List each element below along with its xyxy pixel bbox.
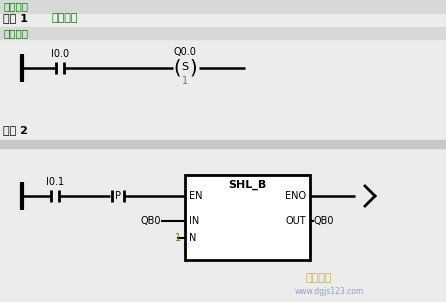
Text: 程序注释: 程序注释 bbox=[4, 2, 29, 11]
Bar bbox=[0, 27, 446, 39]
Text: 网络 2: 网络 2 bbox=[3, 125, 28, 135]
Text: SHL_B: SHL_B bbox=[228, 180, 267, 190]
Text: www.dgjs123.com: www.dgjs123.com bbox=[295, 287, 364, 295]
Bar bbox=[0, 0, 446, 13]
Text: N: N bbox=[189, 233, 196, 243]
Text: I0.0: I0.0 bbox=[51, 49, 69, 59]
Text: ENO: ENO bbox=[285, 191, 306, 201]
Text: 网络标题: 网络标题 bbox=[52, 13, 78, 23]
Text: 网络注释: 网络注释 bbox=[4, 28, 29, 38]
Text: 电工天下: 电工天下 bbox=[305, 273, 331, 283]
Text: QB0: QB0 bbox=[140, 216, 161, 226]
Text: ): ) bbox=[189, 59, 197, 78]
Bar bbox=[0, 140, 446, 148]
Text: I0.1: I0.1 bbox=[46, 177, 64, 187]
Text: OUT: OUT bbox=[285, 216, 306, 226]
Text: 1: 1 bbox=[182, 76, 188, 86]
Text: Q0.0: Q0.0 bbox=[173, 47, 196, 57]
Text: QB0: QB0 bbox=[314, 216, 334, 226]
Text: S: S bbox=[182, 62, 189, 72]
Text: P: P bbox=[115, 191, 121, 201]
Bar bbox=[185, 175, 310, 260]
Text: 网络 1: 网络 1 bbox=[3, 13, 28, 23]
Text: IN: IN bbox=[189, 216, 199, 226]
Text: EN: EN bbox=[189, 191, 202, 201]
Text: 1: 1 bbox=[175, 233, 181, 243]
Text: (: ( bbox=[173, 59, 181, 78]
